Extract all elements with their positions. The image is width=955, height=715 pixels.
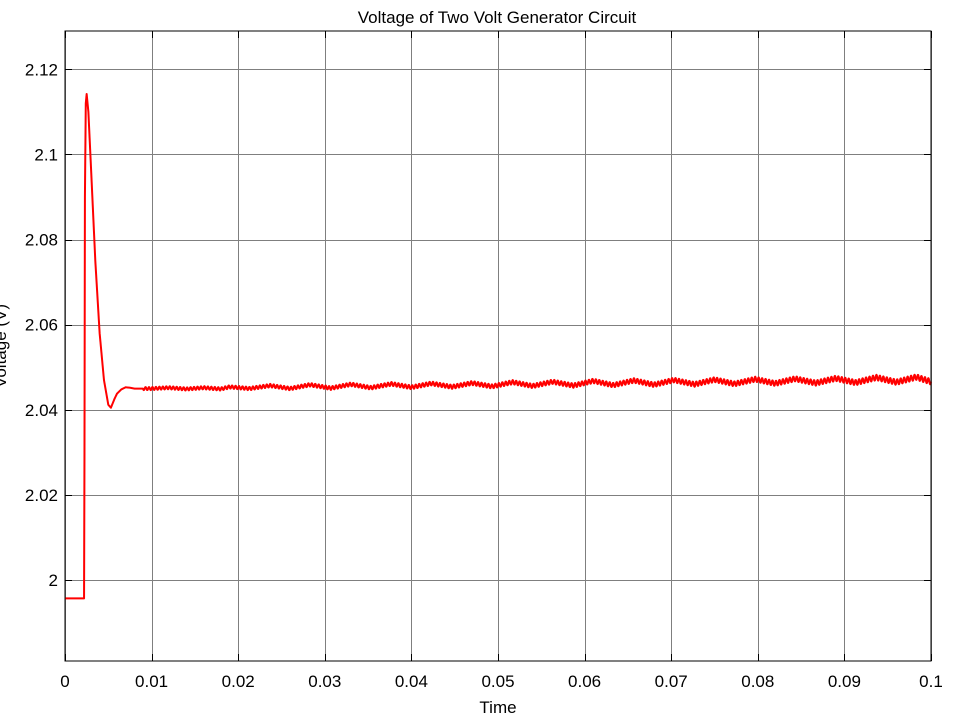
x-tick-label: 0.01 (135, 672, 168, 691)
x-axis-label: Time (479, 698, 516, 715)
y-tick-label: 2 (49, 571, 58, 590)
y-axis-ticks: 2 2.02 2.04 2.06 2.08 2.1 2.12 (25, 60, 931, 590)
x-axis-ticks: 0 0.01 0.02 0.03 0.04 0.05 0.06 0.07 0.08 0.09 0.1 (60, 31, 943, 691)
y-tick-label: 2.12 (25, 60, 58, 79)
x-tick-label: 0.03 (308, 672, 341, 691)
grid-lines (65, 31, 932, 661)
chart-title: Voltage of Two Volt Generator Circuit (358, 8, 637, 27)
x-tick-label: 0 (60, 672, 69, 691)
y-tick-label: 2.1 (34, 145, 58, 164)
x-tick-label: 0.07 (655, 672, 688, 691)
voltage-series-line (64, 93, 932, 600)
series-layer (64, 93, 932, 600)
y-axis-label: Voltage (V) (0, 304, 10, 388)
x-tick-label: 0.08 (741, 672, 774, 691)
x-tick-label: 0.04 (395, 672, 428, 691)
y-tick-label: 2.02 (25, 486, 58, 505)
x-tick-label: 0.02 (222, 672, 255, 691)
y-tick-label: 2.06 (25, 316, 58, 335)
x-tick-label: 0.06 (568, 672, 601, 691)
x-tick-label: 0.1 (919, 672, 943, 691)
y-tick-label: 2.08 (25, 231, 58, 250)
x-tick-label: 0.05 (481, 672, 514, 691)
x-tick-label: 0.09 (828, 672, 861, 691)
y-tick-label: 2.04 (25, 401, 58, 420)
